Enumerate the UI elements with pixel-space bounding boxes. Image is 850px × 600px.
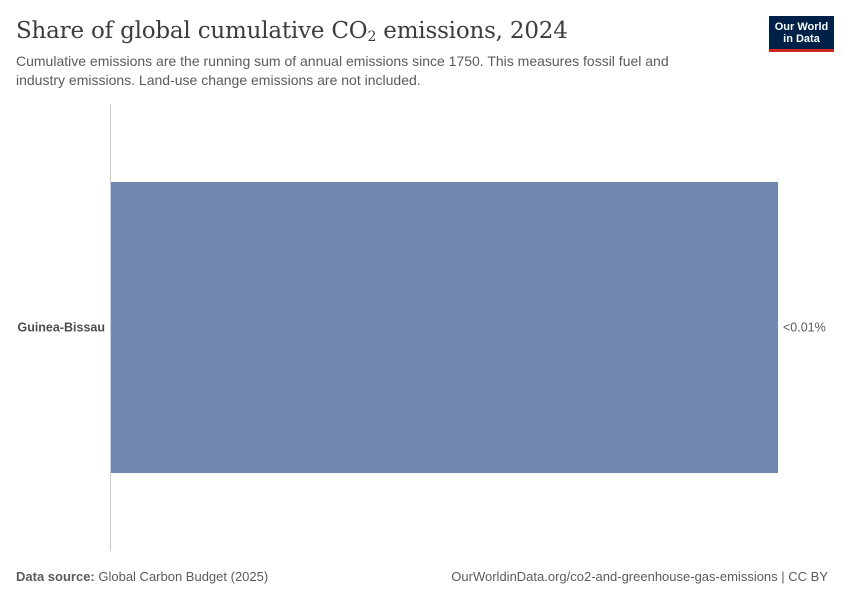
title-end: emissions, 2024	[376, 18, 568, 44]
source-label: Data source:	[16, 569, 95, 584]
owid-logo[interactable]: Our World in Data	[769, 16, 834, 52]
logo-line-1: Our World	[774, 20, 829, 33]
logo-line-2: in Data	[783, 32, 820, 45]
value-label: <0.01%	[783, 321, 826, 335]
chart-subtitle: Cumulative emissions are the running sum…	[16, 53, 669, 88]
title-main: Share of global cumulative CO	[16, 18, 368, 44]
bar-guinea-bissau[interactable]	[111, 182, 778, 473]
data-source: Data source: Global Carbon Budget (2025)	[16, 569, 268, 584]
category-label: Guinea-Bissau	[17, 321, 105, 335]
title-subscript: 2	[367, 29, 377, 45]
source-text: Global Carbon Budget (2025)	[94, 569, 269, 584]
source-url-link[interactable]: OurWorldinData.org/co2-and-greenhouse-ga…	[451, 569, 828, 584]
chart-title: Share of global cumulative CO2 emissions…	[16, 14, 568, 48]
